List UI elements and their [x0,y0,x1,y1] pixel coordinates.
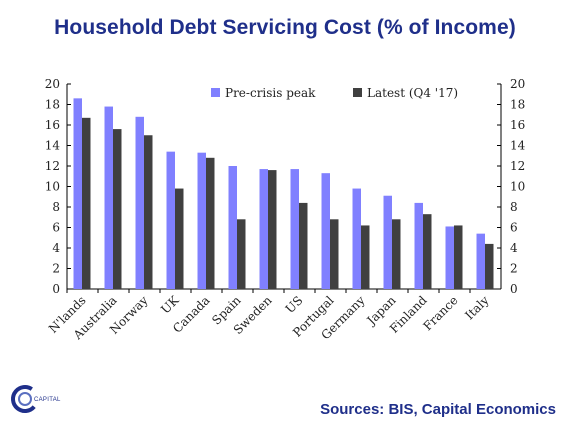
y-tick-label-right: 6 [510,221,518,235]
bar-peak [321,173,330,289]
category-label: Italy [462,293,491,322]
y-tick-label-left: 2 [52,262,60,276]
bar-peak [352,188,361,289]
capital-economics-logo-icon [10,384,40,419]
bar-peak [290,169,299,289]
category-label: France [420,293,460,333]
y-tick-label-left: 8 [52,200,60,214]
bar-peak [445,226,454,289]
y-tick-label-left: 0 [52,282,60,296]
bar-peak [228,166,237,289]
bar-peak [414,202,423,289]
bar-peak [476,233,485,289]
bar-latest [330,219,339,289]
y-tick-label-left: 10 [45,180,60,194]
y-tick-label-left: 14 [45,139,61,153]
bar-latest [423,214,432,289]
bar-latest [361,225,370,289]
y-tick-label-right: 14 [510,139,526,153]
bar-latest [392,219,401,289]
bar-latest [268,170,277,289]
y-tick-label-left: 12 [45,159,60,173]
y-tick-label-left: 4 [52,241,60,255]
y-tick-label-right: 12 [510,159,525,173]
bar-latest [237,219,246,289]
y-tick-label-left: 18 [45,98,60,112]
bar-peak [135,116,144,289]
bar-latest [206,157,215,289]
y-tick-label-right: 2 [510,262,518,276]
legend-swatch [211,88,220,97]
bar-latest [82,117,91,289]
bar-latest [454,225,463,289]
y-tick-label-left: 16 [45,118,60,132]
chart-title: Household Debt Servicing Cost (% of Inco… [54,16,516,39]
legend-swatch [353,88,362,97]
bar-peak [73,98,82,289]
y-tick-label-right: 8 [510,200,518,214]
y-tick-label-left: 6 [52,221,60,235]
source-note: Sources: BIS, Capital Economics [320,401,556,418]
bar-peak [197,152,206,289]
bar-peak [166,151,175,289]
legend-label: Pre-crisis peak [225,86,316,100]
bar-latest [113,129,122,289]
y-tick-label-right: 4 [510,241,518,255]
y-tick-label-left: 20 [45,77,60,91]
category-label: UK [158,292,182,316]
category-label: US [283,293,306,316]
bar-latest [175,188,184,289]
y-tick-label-right: 0 [510,282,518,296]
logo-text: CAPITAL [34,397,61,403]
bar-peak [383,195,392,289]
y-tick-label-right: 10 [510,180,525,194]
y-tick-label-right: 18 [510,98,525,112]
bar-latest [144,135,153,289]
y-tick-label-right: 20 [510,77,525,91]
bar-latest [299,202,308,289]
y-tick-label-right: 16 [510,118,525,132]
bar-peak [259,169,268,289]
bar-peak [104,106,113,289]
legend-label: Latest (Q4 '17) [367,86,458,100]
bar-latest [485,243,494,289]
